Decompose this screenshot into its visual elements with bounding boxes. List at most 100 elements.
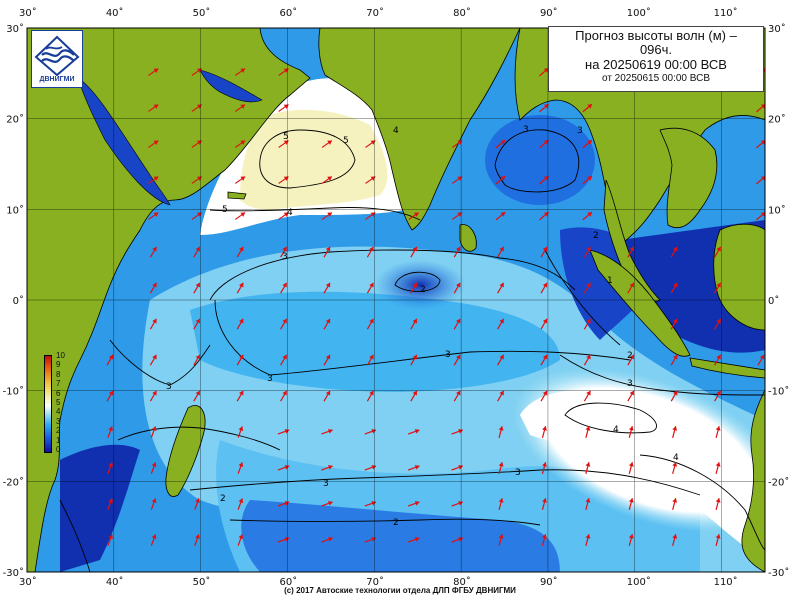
wave-direction-arrow [453, 246, 461, 258]
contour-mid-3 [214, 299, 631, 376]
title-line-4: от 20250615 00:00 ВСВ [601, 73, 710, 84]
land-socotra [227, 191, 247, 200]
wave-direction-arrow [410, 246, 418, 258]
scale-tick-label: 0 [56, 445, 61, 454]
wave-direction-arrow [627, 354, 635, 366]
land-borneo [713, 223, 765, 331]
persian-gulf [199, 69, 263, 103]
contour-se-4 [564, 402, 657, 434]
wave-direction-arrow [539, 211, 549, 221]
wave-direction-arrow [150, 498, 157, 510]
latitude-tick-label: 10˚ [768, 204, 786, 216]
wave-direction-arrow [150, 426, 157, 438]
wave-direction-arrow [756, 211, 765, 221]
wave-direction-arrow [237, 426, 244, 438]
contour-label: 2 [220, 494, 226, 504]
contour-se-4b [639, 454, 765, 551]
land-sri-lanka [459, 224, 477, 252]
contour-eq-2 [394, 271, 441, 292]
contour-west-3 [109, 339, 211, 386]
longitude-tick-label: 90˚ [540, 7, 558, 19]
wave-direction-arrow [672, 426, 678, 438]
land-africa-arabia [27, 28, 311, 572]
wave-logo-icon [34, 35, 80, 77]
contour-label: 3 [627, 379, 633, 389]
wave-direction-arrow [148, 104, 159, 112]
wave-direction-arrow [149, 318, 157, 330]
scale-tick-label: 2 [56, 426, 61, 436]
map-body: 5 5 5 4 3 2 3 2 1 3 3 2 3 4 4 3 2 3 3 2 … [27, 28, 765, 572]
wave-direction-arrow [410, 354, 418, 366]
wave-direction-arrow [237, 534, 244, 546]
wave-direction-arrow [585, 426, 591, 438]
wave-direction-arrow [756, 175, 765, 185]
wave-direction-arrow [323, 390, 331, 402]
wave-direction-arrow [540, 282, 548, 294]
title-line-2: 096ч. [639, 42, 673, 57]
longitude-tick-label: 40˚ [106, 7, 124, 19]
contour-label: 4 [393, 126, 399, 136]
wave-direction-arrow [366, 318, 374, 330]
latitude-tick-label: -30˚ [3, 567, 24, 579]
title-line-1: Прогноз высоты волн (м) – [575, 28, 737, 43]
longitude-tick-label: 80˚ [453, 576, 471, 588]
wave-direction-arrow [583, 282, 591, 294]
wave-direction-arrow [498, 462, 504, 474]
contour-label: 3 [323, 479, 329, 489]
wave-direction-arrow [407, 536, 420, 543]
contour-label: 2 [593, 231, 599, 241]
high-wave-se [520, 390, 765, 560]
contour-label: 3 [523, 125, 529, 135]
wave-direction-arrow [407, 464, 420, 471]
wave-direction-arrow [193, 390, 201, 402]
contour-label: 4 [673, 453, 679, 463]
wave-direction-arrow [321, 176, 333, 184]
scale-tick-label: 1 [56, 435, 61, 445]
wave-direction-arrow [541, 426, 547, 438]
wave-direction-arrow [280, 282, 288, 294]
contour-label: 3 [445, 350, 451, 360]
title-line-3: на 20250619 00:00 ВСВ [585, 57, 727, 72]
scale-tick-label: 4 [56, 407, 61, 417]
contour-label: 2 [627, 351, 633, 361]
longitude-tick-label: 110˚ [714, 576, 738, 588]
contour-sw-2 [117, 426, 281, 451]
latitude-tick-label: -10˚ [3, 386, 24, 398]
wave-direction-arrow [453, 390, 461, 402]
wave-direction-arrow [583, 318, 591, 330]
wave-direction-arrow [234, 104, 246, 112]
wave-direction-arrow [236, 318, 244, 330]
wave-direction-arrow [541, 498, 547, 510]
wave-direction-arrow [107, 498, 114, 510]
wave-direction-arrow [670, 354, 678, 366]
wave-direction-arrow [628, 498, 634, 510]
contour-label: 5 [222, 205, 228, 215]
wave-direction-arrow [540, 390, 548, 402]
wave-direction-arrow [323, 354, 331, 366]
wave-direction-arrow [148, 176, 159, 184]
wave-direction-arrow [540, 318, 548, 330]
logo-label: ДВНИГМИ [39, 76, 75, 83]
wave-direction-arrow [410, 282, 418, 294]
longitude-tick-label: 100˚ [627, 576, 651, 588]
wave-height-color-scale [44, 355, 52, 453]
longitude-tick-label: 50˚ [193, 7, 211, 19]
latitude-tick-label: 30˚ [768, 23, 786, 35]
wave-direction-arrow [541, 534, 547, 546]
wave-direction-arrow [149, 282, 157, 294]
wave-direction-arrow [106, 354, 114, 366]
wave-direction-arrow [497, 318, 505, 330]
contour-sumatra-2 [544, 249, 621, 346]
wave-direction-arrow [756, 139, 765, 149]
wave-direction-arrow [193, 282, 201, 294]
red-sea [77, 77, 171, 206]
latitude-tick-label: -30˚ [768, 567, 789, 579]
contour-label: 4 [613, 425, 619, 435]
scale-tick-label: 3 [56, 416, 61, 426]
wave-direction-arrow [321, 464, 333, 471]
wave-direction-arrow [539, 175, 549, 185]
wave-direction-arrow [670, 246, 678, 258]
contour-label: 3 [267, 374, 273, 384]
wave-direction-arrow [107, 534, 114, 546]
land-java [689, 357, 765, 379]
